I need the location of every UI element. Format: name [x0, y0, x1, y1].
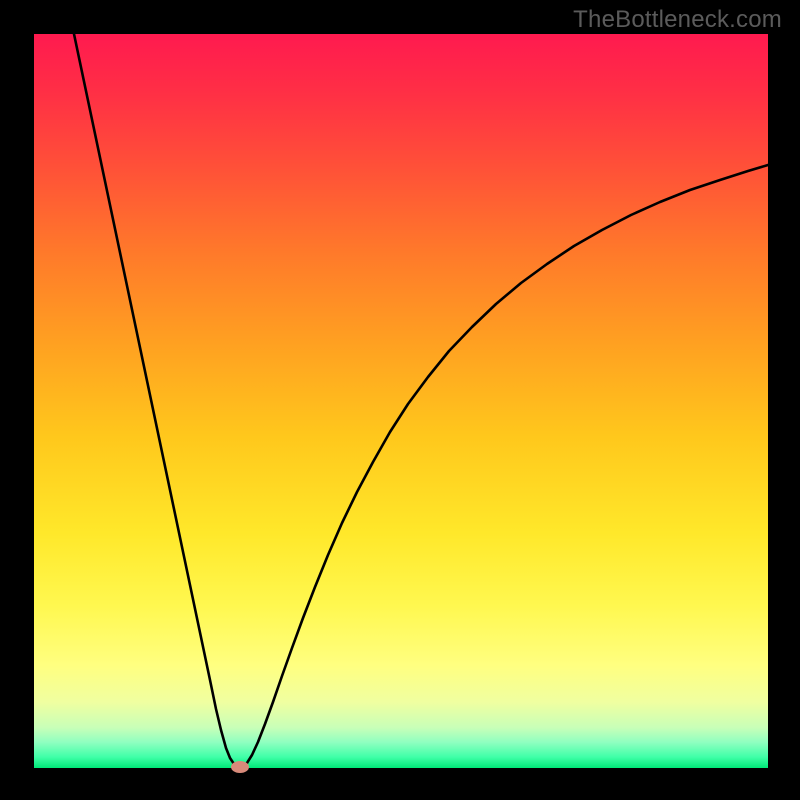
- chart-container: TheBottleneck.com: [0, 0, 800, 800]
- optimum-marker: [231, 761, 249, 773]
- watermark-text: TheBottleneck.com: [573, 6, 782, 34]
- bottleneck-curve: [74, 34, 768, 768]
- curve-layer: [0, 0, 800, 800]
